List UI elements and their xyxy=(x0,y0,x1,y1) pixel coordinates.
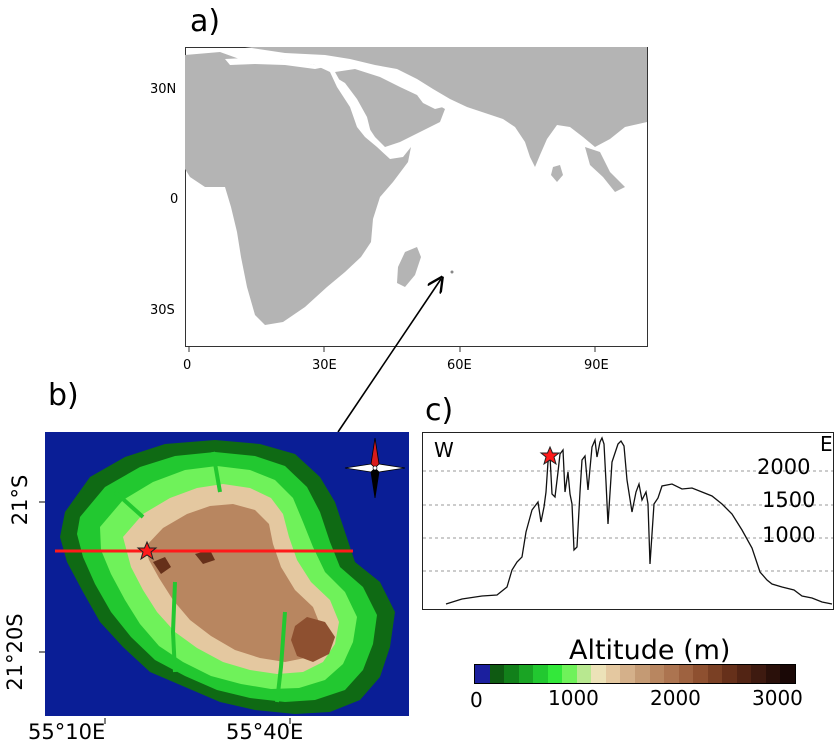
legend-swatch xyxy=(664,665,679,683)
altitude-color-bar xyxy=(474,664,796,684)
madagascar-landmass xyxy=(397,247,421,287)
mediterranean-sea xyxy=(225,57,325,69)
red-star-icon xyxy=(136,540,158,561)
legend-swatch xyxy=(635,665,650,683)
lon-tick-0: 0 xyxy=(183,358,192,373)
red-sea xyxy=(335,77,371,133)
legend-swatch xyxy=(765,665,781,683)
profile-ytick-1500: 1500 xyxy=(762,488,816,512)
legend-swatch xyxy=(591,665,606,683)
legend-swatch xyxy=(518,665,534,683)
legend-swatch xyxy=(620,665,636,683)
legend-tick-3000: 3000 xyxy=(752,686,803,710)
island-lat-tick-21-20s: 21°20S xyxy=(3,613,27,691)
legend-swatch xyxy=(533,665,548,683)
island-lon-tick-55-10e: 55°10E xyxy=(28,720,106,744)
lat-tick-30n: 30N xyxy=(150,82,177,97)
panel-b-label: b) xyxy=(48,378,79,413)
lat-tick-30s: 30S xyxy=(150,303,175,318)
panel-c-label: c) xyxy=(425,393,454,428)
persian-gulf xyxy=(417,95,443,109)
regional-map-tick-marks xyxy=(188,347,596,352)
profile-west-label: W xyxy=(434,438,454,462)
legend-swatch xyxy=(475,665,490,683)
africa-landmass xyxy=(185,52,411,325)
island-cirque-shadow xyxy=(153,550,215,574)
asia-landmass xyxy=(245,47,647,167)
island-map-tick-marks xyxy=(39,501,291,724)
altitude-profile xyxy=(422,432,834,610)
lon-tick-30e: 30E xyxy=(312,358,337,373)
legend-swatch xyxy=(547,665,563,683)
profile-ytick-1000: 1000 xyxy=(762,523,816,547)
legend-swatch xyxy=(678,665,694,683)
lat-tick-0: 0 xyxy=(170,192,179,207)
lon-tick-90e: 90E xyxy=(584,358,609,373)
profile-frame xyxy=(422,432,834,610)
legend-swatch xyxy=(562,665,577,683)
profile-east-label: E xyxy=(820,432,833,456)
island-lon-tick-55-40e: 55°40E xyxy=(226,720,304,744)
regional-map xyxy=(185,47,648,347)
altitude-profile-line xyxy=(445,436,833,605)
legend-swatch xyxy=(780,665,796,683)
legend-swatch xyxy=(605,665,621,683)
island-peak-brown xyxy=(291,617,335,662)
legend-tick-0: 0 xyxy=(470,688,483,712)
legend-swatch xyxy=(649,665,665,683)
legend-tick-1000: 1000 xyxy=(548,686,599,710)
sri-lanka-landmass xyxy=(551,165,563,182)
southeast-asia-landmass xyxy=(585,147,625,192)
profile-ytick-2000: 2000 xyxy=(757,455,811,479)
legend-swatch xyxy=(707,665,723,683)
compass-rose-icon xyxy=(344,437,406,499)
legend-swatch xyxy=(576,665,592,683)
legend-tick-2000: 2000 xyxy=(650,686,701,710)
island-lat-tick-21s: 21°S xyxy=(8,474,32,526)
legend-swatch xyxy=(722,665,737,683)
lon-tick-60e: 60E xyxy=(447,358,472,373)
legend-swatch xyxy=(489,665,505,683)
river-valley xyxy=(113,451,287,703)
profile-red-star-icon xyxy=(539,445,561,466)
legend-swatch xyxy=(751,665,766,683)
island-map xyxy=(45,432,409,716)
legend-swatch xyxy=(693,665,708,683)
legend-title: Altitude (m) xyxy=(569,635,731,666)
legend-swatch xyxy=(736,665,752,683)
panel-a-label: a) xyxy=(190,4,221,39)
island-highland-brown xyxy=(145,504,321,662)
legend-swatch xyxy=(504,665,519,683)
arabia-landmass xyxy=(335,69,445,147)
